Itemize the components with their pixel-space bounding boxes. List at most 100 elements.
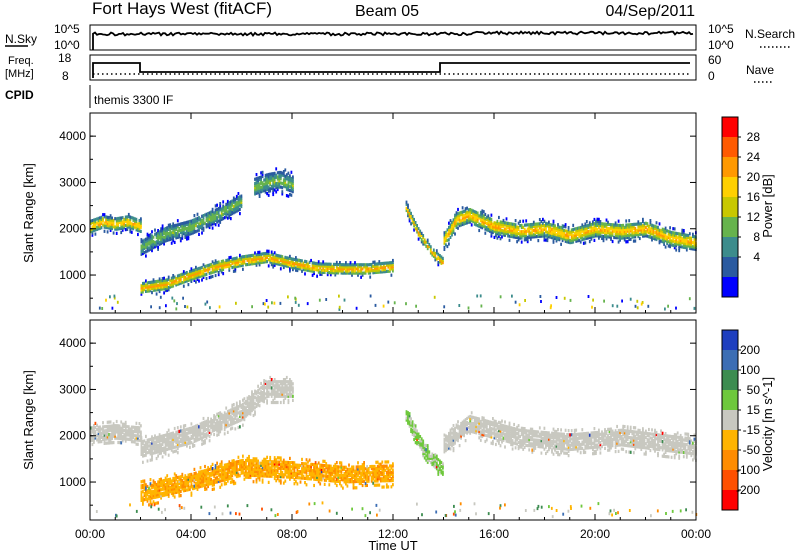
data-cell: [458, 219, 461, 223]
data-cell: [167, 432, 170, 436]
data-cell: [160, 281, 162, 285]
data-cell: [285, 475, 288, 479]
data-cell: [135, 442, 138, 446]
data-cell: [145, 487, 147, 491]
data-cell: [229, 416, 232, 421]
data-cell: [106, 437, 109, 441]
data-cell: [648, 230, 650, 235]
data-cell: [184, 486, 187, 490]
data-cell: [273, 464, 276, 468]
data-cell: [290, 461, 293, 465]
data-cell: [484, 221, 487, 225]
data-cell: [508, 222, 511, 226]
data-cell: [557, 231, 559, 235]
data-cell: [496, 230, 499, 234]
data-cell: [216, 427, 218, 431]
data-cell: [154, 440, 156, 444]
data-cell: [225, 215, 228, 219]
data-cell: [145, 451, 147, 455]
data-cell: [208, 478, 211, 482]
data-cell: [392, 260, 394, 265]
data-cell: [496, 228, 499, 232]
data-cell: [266, 382, 268, 386]
data-cell: [292, 471, 294, 475]
data-cell: [261, 478, 264, 482]
data-cell: [170, 438, 173, 442]
data-cell: [234, 467, 237, 471]
data-cell: [254, 186, 256, 190]
data-cell: [263, 381, 265, 385]
data-cell: [166, 443, 169, 447]
data-cell: [240, 261, 243, 265]
data-cell: [326, 266, 329, 270]
data-cell: [658, 222, 661, 226]
data-cell: [660, 229, 662, 233]
data-cell: [282, 473, 285, 477]
data-cell: [99, 433, 101, 438]
data-cell: [625, 225, 628, 229]
data-cell: [279, 254, 282, 258]
data-cell: [231, 207, 234, 211]
data-cell: [231, 478, 234, 482]
data-cell: [213, 424, 215, 428]
data-cell: [296, 476, 299, 480]
data-cell: [240, 418, 243, 422]
data-cell: [358, 265, 361, 269]
data-cell: [281, 171, 284, 175]
data-cell: [264, 188, 267, 192]
data-cell: [115, 219, 118, 223]
data-cell: [202, 433, 205, 437]
data-cell: [157, 247, 159, 251]
data-cell: [243, 401, 246, 405]
data-cell: [501, 220, 503, 224]
data-cell: [189, 222, 191, 226]
data-cell: [552, 240, 555, 244]
data-cell: [287, 182, 290, 186]
data-cell: [176, 440, 179, 444]
data-cell: [181, 481, 184, 485]
data-cell: [278, 183, 281, 187]
data-cell: [376, 264, 379, 268]
data-cell: [140, 480, 143, 484]
data-cell: [231, 201, 234, 205]
data-cell: [142, 496, 144, 500]
data-cell: [109, 226, 112, 230]
data-cell: [304, 470, 306, 474]
data-cell: [105, 429, 107, 433]
data-cell: [157, 231, 159, 235]
data-cell: [186, 220, 188, 224]
data-cell: [269, 189, 272, 193]
data-cell: [231, 459, 234, 463]
data-cell: [157, 492, 159, 497]
data-cell: [473, 214, 476, 218]
data-cell: [234, 256, 237, 261]
data-cell: [158, 449, 161, 453]
data-cell: [270, 466, 273, 470]
data-cell: [179, 479, 182, 483]
data-cell: [299, 265, 302, 269]
data-cell: [173, 435, 176, 439]
data-cell: [619, 230, 621, 234]
data-cell: [172, 226, 175, 230]
data-cell: [626, 227, 629, 231]
data-cell: [196, 430, 199, 434]
data-cell: [124, 422, 127, 427]
data-cell: [254, 190, 256, 194]
data-cell: [431, 253, 434, 257]
data-cell: [193, 476, 196, 480]
data-cell: [140, 498, 143, 502]
data-cell: [289, 475, 291, 479]
data-cell: [495, 227, 497, 232]
data-cell: [129, 215, 132, 219]
data-cell: [595, 223, 597, 227]
data-cell: [578, 228, 581, 232]
data-cell: [127, 437, 130, 441]
data-cell: [284, 396, 287, 400]
data-cell: [313, 269, 315, 273]
data-cell: [282, 394, 285, 398]
data-cell: [325, 262, 328, 266]
data-cell: [293, 463, 296, 467]
data-cell: [124, 431, 127, 435]
data-cell: [599, 230, 602, 234]
data-cell: [631, 229, 634, 233]
